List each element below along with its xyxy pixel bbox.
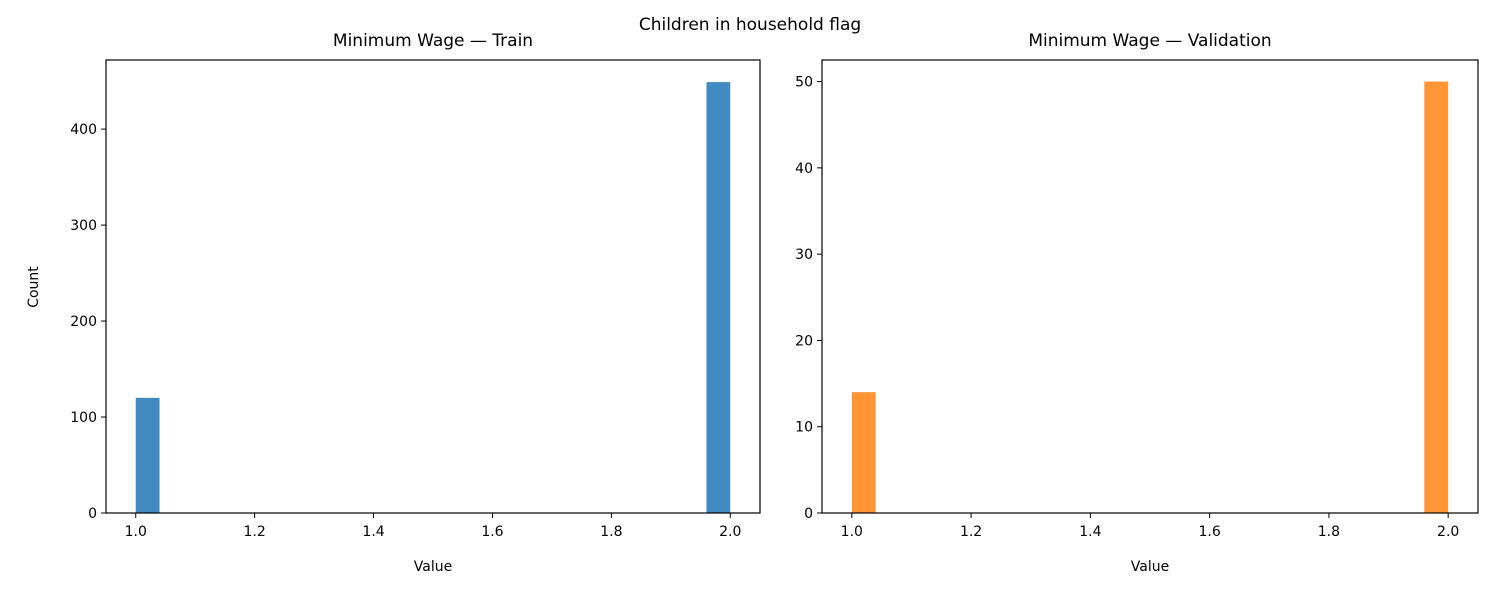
validation-x-tick-label: 2.0 <box>1437 524 1459 540</box>
train-x-tick-label: 1.6 <box>481 524 503 540</box>
train-x-axis-label: Value <box>414 559 452 575</box>
validation-x-tick-label: 1.4 <box>1079 524 1101 540</box>
train-bar-1 <box>706 82 731 513</box>
train-y-tick-label: 200 <box>70 314 97 330</box>
train-y-axis-label: Count <box>26 266 42 308</box>
validation-x-tick-label: 1.0 <box>841 524 863 540</box>
validation-y-tick-label: 30 <box>795 247 813 263</box>
train-x-tick-label: 1.0 <box>125 524 147 540</box>
train-x-tick-label: 1.4 <box>362 524 384 540</box>
validation-x-tick-label: 1.6 <box>1199 524 1221 540</box>
train-y-tick-label: 300 <box>70 218 97 234</box>
validation-x-tick-label: 1.2 <box>960 524 982 540</box>
validation-y-tick-label: 10 <box>795 420 813 436</box>
validation-x-tick-label: 1.8 <box>1318 524 1340 540</box>
train-y-tick-label: 400 <box>70 122 97 138</box>
train-panel: Minimum Wage — Train 1.0 1.2 1.4 1.6 1.8 2.0 0… <box>26 31 761 575</box>
validation-bar-1 <box>1424 81 1449 514</box>
validation-y-tick-label: 50 <box>795 75 813 91</box>
validation-bar-0 <box>851 392 876 513</box>
validation-x-axis-label: Value <box>1131 559 1169 575</box>
validation-axes-frame <box>821 59 1479 514</box>
validation-y-tick-label: 40 <box>795 161 813 177</box>
train-panel-title: Minimum Wage — Train <box>333 31 533 51</box>
train-y-tick-label: 0 <box>88 506 97 522</box>
train-x-tick-label: 2.0 <box>719 524 741 540</box>
figure-suptitle: Children in household flag <box>639 15 861 35</box>
train-x-tick-label: 1.2 <box>244 524 266 540</box>
validation-panel: Minimum Wage — Validation 1.0 1.2 1.4 1.6 1.… <box>795 31 1479 575</box>
validation-y-tick-label: 20 <box>795 333 813 349</box>
train-y-tick-label: 100 <box>70 410 97 426</box>
train-x-tick-label: 1.8 <box>600 524 622 540</box>
validation-panel-title: Minimum Wage — Validation <box>1028 31 1271 51</box>
train-axes-frame <box>105 59 761 514</box>
validation-y-tick-label: 0 <box>804 506 813 522</box>
train-bar-0 <box>135 397 160 513</box>
